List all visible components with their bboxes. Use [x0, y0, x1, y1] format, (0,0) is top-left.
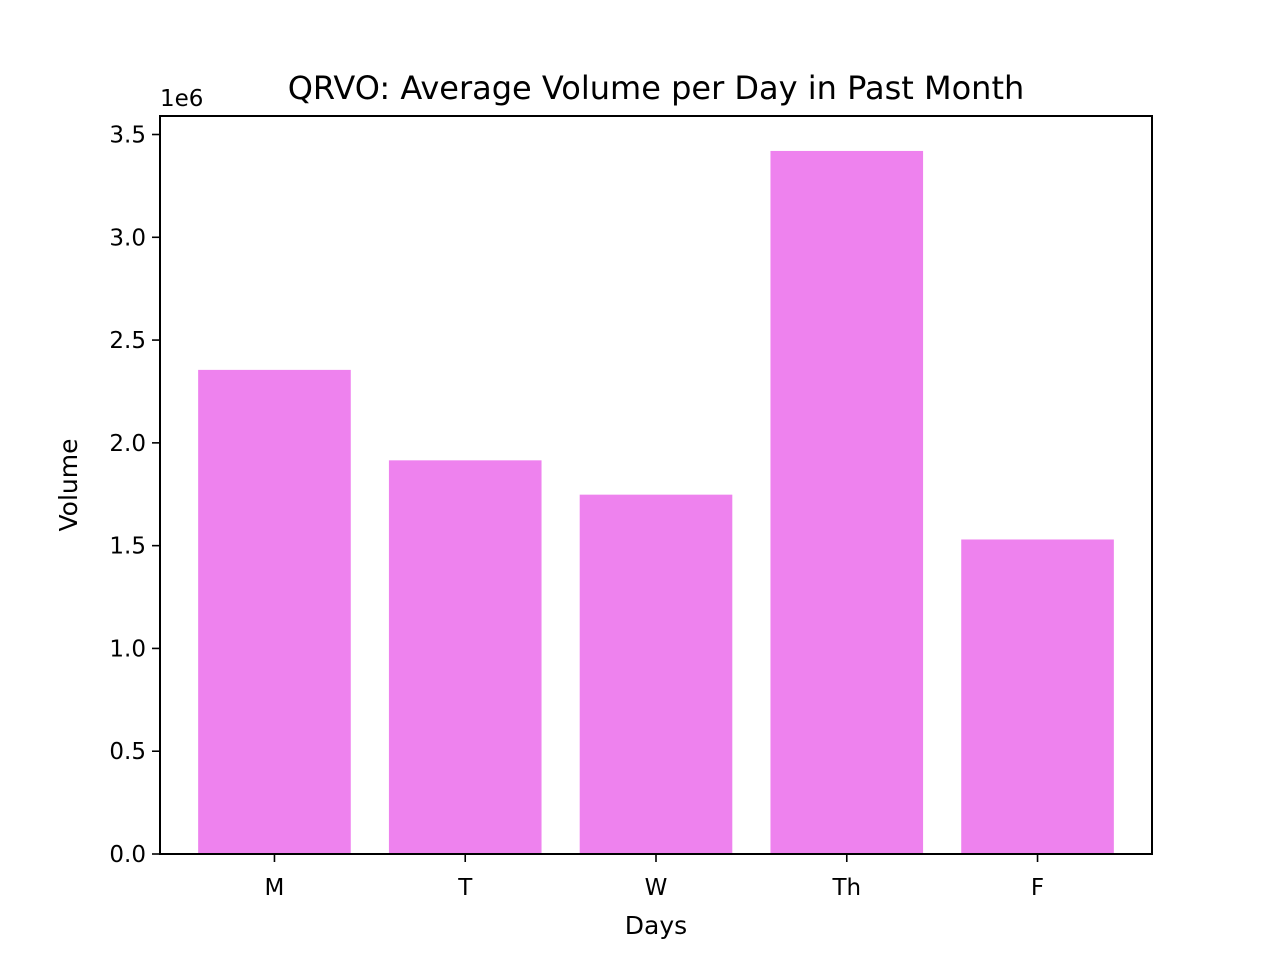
y-tick-label: 2.5	[109, 328, 146, 354]
y-tick-label: 3.5	[109, 123, 146, 149]
x-axis: M T W Th F	[265, 854, 1044, 901]
y-tick-label: 1.5	[109, 534, 146, 560]
x-tick-label: M	[265, 875, 285, 901]
bar-th	[770, 150, 924, 854]
x-tick-label: F	[1031, 875, 1044, 901]
y-tick-label: 1.0	[109, 636, 146, 662]
x-tick-label: T	[457, 875, 473, 901]
bar-m	[198, 369, 351, 854]
y-axis: 0.0 0.5 1.0 1.5 2.0 2.5 3.0 3.5	[109, 123, 160, 868]
x-tick-label: Th	[831, 875, 861, 901]
bar-w	[579, 494, 733, 854]
bars-group	[198, 150, 1114, 854]
y-axis-label: Volume	[54, 439, 83, 532]
y-tick-label: 0.0	[109, 842, 146, 868]
y-tick-label: 3.0	[109, 225, 146, 251]
x-axis-label: Days	[625, 911, 687, 940]
bar-f	[961, 539, 1114, 854]
y-tick-label: 2.0	[109, 431, 146, 457]
bar-t	[388, 460, 542, 854]
x-tick-label: W	[645, 875, 668, 901]
y-tick-label: 0.5	[109, 739, 146, 765]
y-axis-offset-label: 1e6	[160, 86, 203, 112]
chart-title: QRVO: Average Volume per Day in Past Mon…	[288, 69, 1025, 107]
